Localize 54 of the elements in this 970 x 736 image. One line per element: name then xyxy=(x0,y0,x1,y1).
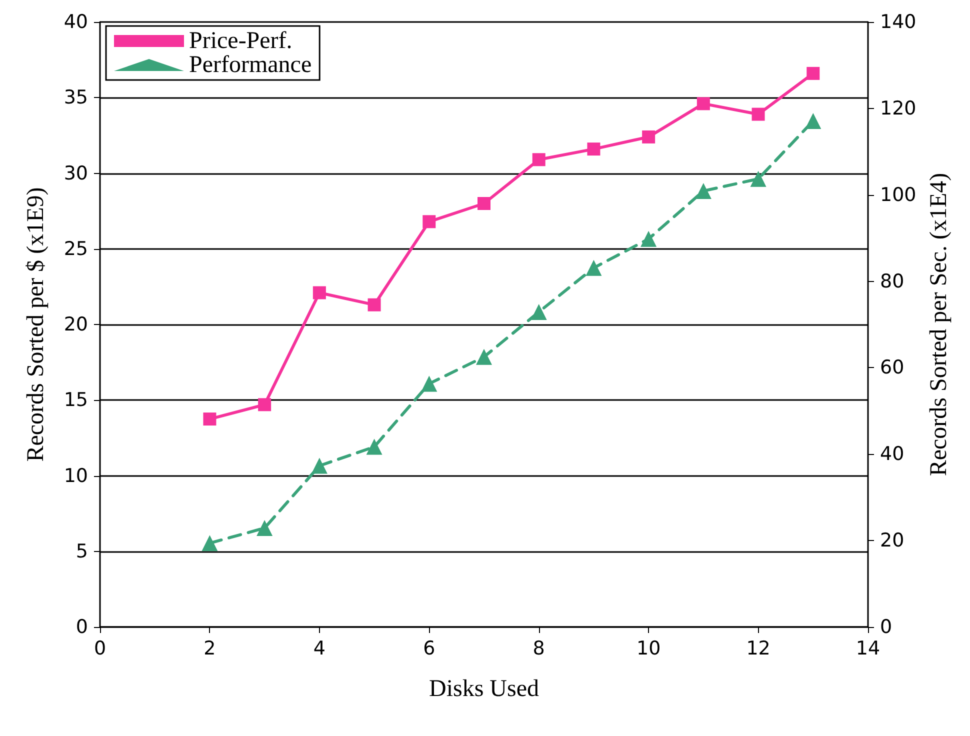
x-tick-label: 10 xyxy=(636,638,661,660)
point xyxy=(258,398,272,412)
x-tick-label: 8 xyxy=(532,638,545,660)
y-tick-label: 25 xyxy=(64,238,88,260)
y2-axis-title: Records Sorted per Sec. (x1E4) xyxy=(926,172,952,476)
point xyxy=(312,286,326,300)
y2-tick-label: 120 xyxy=(880,97,916,120)
y-tick-label: 35 xyxy=(64,86,88,109)
legend-label: Price-Perf. xyxy=(189,28,292,54)
point xyxy=(202,535,218,552)
y2-tick-label: 140 xyxy=(880,11,916,33)
legend-label: Performance xyxy=(189,52,312,78)
point xyxy=(532,153,546,166)
point xyxy=(421,376,438,392)
point xyxy=(695,182,712,199)
point xyxy=(586,260,602,276)
x-tick-label: 2 xyxy=(204,638,216,660)
point xyxy=(478,197,490,210)
y-tick-label: 10 xyxy=(64,464,88,487)
point xyxy=(642,130,656,144)
point xyxy=(366,438,382,455)
y-tick-label: 20 xyxy=(64,314,88,336)
y2-tick-label: 0 xyxy=(880,616,892,638)
x-tick-label: 6 xyxy=(423,638,436,660)
y2-tick-label: 40 xyxy=(880,443,904,466)
x-tick-label: 12 xyxy=(746,638,770,660)
point xyxy=(422,215,436,228)
y-axis-title: Records Sorted per $ (x1E9) xyxy=(23,187,49,462)
x-tick-label: 4 xyxy=(313,638,326,660)
y-tick-label: 40 xyxy=(64,11,88,33)
y-tick-label: 15 xyxy=(64,389,88,412)
point xyxy=(530,304,547,320)
point xyxy=(256,520,273,536)
point xyxy=(752,108,765,121)
point xyxy=(696,97,710,110)
y2-tick-label: 60 xyxy=(880,356,904,379)
x-tick-label: 14 xyxy=(856,638,880,660)
point xyxy=(203,412,216,426)
y2-tick-label: 80 xyxy=(880,270,904,292)
point xyxy=(368,298,381,312)
y-tick-label: 0 xyxy=(76,616,88,638)
point xyxy=(640,230,657,247)
y-tick-label: 5 xyxy=(76,540,88,562)
x-tick-label: 0 xyxy=(94,638,106,660)
point xyxy=(750,170,766,187)
point xyxy=(806,66,820,80)
point xyxy=(311,458,328,474)
y2-tick-label: 100 xyxy=(880,184,916,206)
x-axis-title: Disks Used xyxy=(428,676,540,702)
y2-tick-label: 20 xyxy=(880,530,904,552)
point xyxy=(587,142,600,156)
y-tick-label: 30 xyxy=(64,162,88,184)
point xyxy=(476,348,492,365)
point xyxy=(805,112,822,129)
